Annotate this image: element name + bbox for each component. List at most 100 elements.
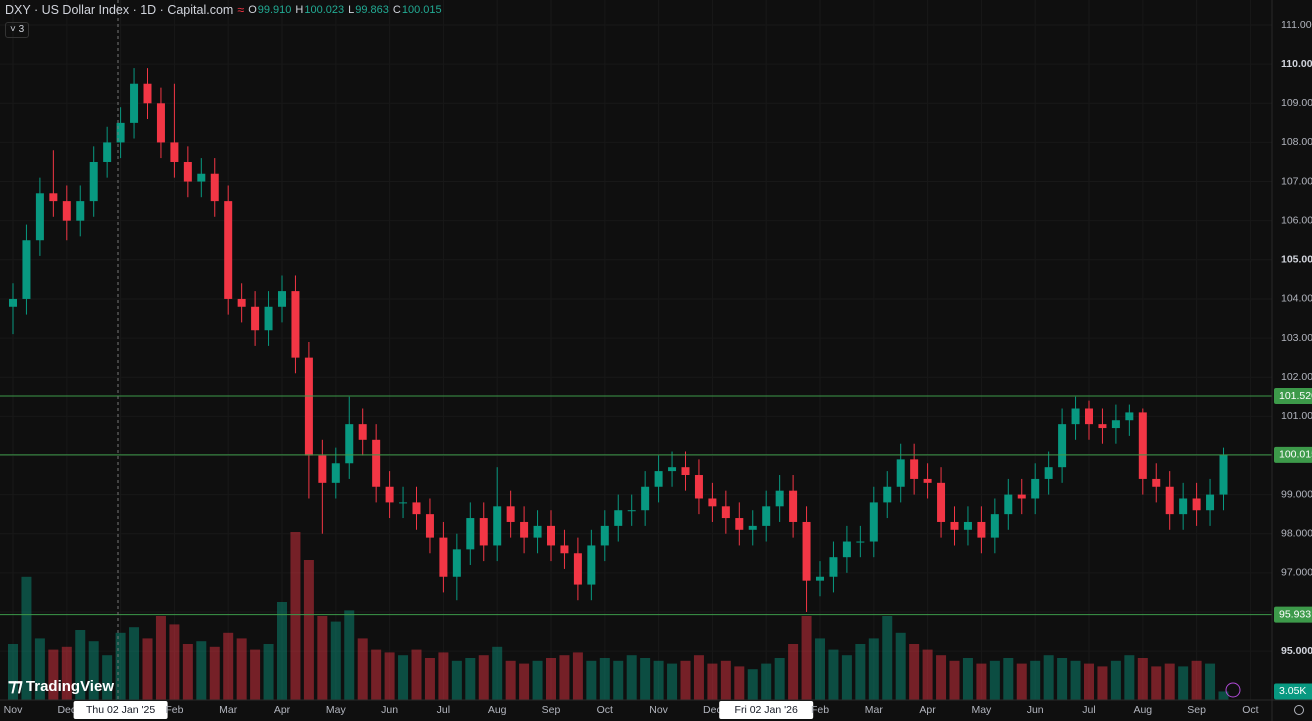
candle-body [520, 521, 529, 538]
x-tick-label: Jul [437, 704, 450, 716]
volume-bar [841, 655, 852, 700]
volume-bar [707, 663, 718, 700]
volume-bar [532, 660, 543, 700]
ohlc-value: 100.023 [304, 4, 345, 16]
volume-bar [48, 649, 59, 700]
volume-bar [949, 660, 960, 700]
candle-body [291, 291, 300, 358]
alert-icon[interactable] [1225, 682, 1241, 698]
candle-body [156, 103, 165, 143]
volume-bar [344, 610, 355, 700]
candle-body [816, 576, 824, 581]
candle-body [789, 490, 798, 522]
volume-bar [989, 660, 1000, 700]
x-tick-label: Mar [865, 704, 884, 716]
candle-body [143, 83, 152, 104]
grid [0, 0, 1272, 700]
candle-body [963, 521, 972, 530]
volume-bar [330, 621, 341, 700]
status-icon: ≈ [237, 3, 245, 17]
volume-bar [1057, 658, 1068, 700]
candle-body [1111, 420, 1120, 429]
volume-bar [693, 655, 704, 700]
candle-body [103, 142, 112, 162]
volume-bar [398, 655, 409, 700]
volume-bar [465, 658, 476, 700]
level-label-box [1274, 606, 1312, 623]
volume-bar [519, 663, 530, 700]
candle-body [210, 173, 219, 202]
volume-bar [1097, 666, 1108, 700]
volume-bar [640, 658, 651, 700]
level-layer [0, 395, 1272, 616]
x-tick-label: May [971, 704, 992, 716]
volume-bar [451, 660, 462, 700]
ohlc-value: 99.863 [355, 4, 389, 16]
volume-bar [559, 655, 570, 700]
candle-body [950, 521, 959, 530]
volume-bar [1137, 658, 1148, 700]
level-label: 101.520 [1279, 390, 1312, 402]
volume-bar [599, 658, 610, 700]
volume-bar [828, 649, 839, 700]
candle-body [775, 490, 784, 507]
candle-body [937, 482, 946, 522]
ohlc: O 99.910 H 100.023 L 99.863 C 100.015 [248, 4, 444, 16]
candle-body [9, 298, 17, 307]
x-tick-label: Jul [1082, 704, 1095, 716]
volume-bar [667, 663, 678, 700]
symbol-title: DXY · US Dollar Index · 1D · Capital.com [5, 3, 234, 17]
candle-body [412, 502, 421, 515]
volume-bar [801, 616, 812, 700]
candle-body [89, 161, 98, 202]
volume-bar [761, 663, 772, 700]
candle-body [977, 521, 986, 538]
volume-bar [263, 644, 274, 700]
crosshair-time-box [73, 701, 168, 719]
volume-bar [438, 652, 449, 700]
candle-body [466, 518, 475, 550]
candle-body [264, 306, 273, 331]
x-tick-label: Feb [165, 704, 183, 716]
volume-bar [75, 630, 86, 700]
candle-body [694, 475, 703, 499]
volume-bar [223, 632, 234, 700]
volume-bar [277, 602, 287, 700]
y-tick-label: 106.000 [1281, 214, 1312, 226]
y-tick-label: 108.000 [1281, 136, 1312, 148]
candle-body [910, 459, 919, 479]
candle-body [883, 486, 892, 503]
candle-body [856, 541, 865, 543]
ohlc-key: O [248, 4, 257, 16]
candle-body [22, 240, 31, 299]
volume-bar [1084, 663, 1094, 700]
candle-body [170, 142, 179, 162]
candle-body [829, 557, 838, 577]
volume-bar [1070, 660, 1081, 700]
candle-body [1206, 494, 1215, 511]
volume-bar [424, 658, 435, 700]
settings-icon[interactable] [1294, 705, 1304, 715]
header: DXY · US Dollar Index · 1D · Capital.com… [5, 3, 445, 17]
ohlc-value: 100.015 [401, 4, 442, 16]
candle-body [762, 506, 771, 526]
volume-bar [1218, 691, 1229, 700]
y-tick-label: 97.000 [1281, 567, 1312, 579]
x-tick-label: Sep [542, 704, 561, 716]
volume-bar [868, 638, 879, 700]
volume-bar [155, 616, 166, 700]
volume-bar [236, 638, 247, 700]
volume-bar [976, 663, 987, 700]
indicator-toggle[interactable]: ˅ 3 [5, 22, 30, 38]
x-tick-label: Feb [811, 704, 829, 716]
candle-body [748, 525, 757, 530]
volume-label-box [1274, 683, 1312, 700]
candle-body [1017, 494, 1026, 499]
volume-bar [653, 660, 664, 700]
volume-bar [102, 655, 113, 700]
candle-body [183, 161, 192, 182]
candle-body [1125, 412, 1134, 421]
volume-bar [546, 658, 556, 700]
